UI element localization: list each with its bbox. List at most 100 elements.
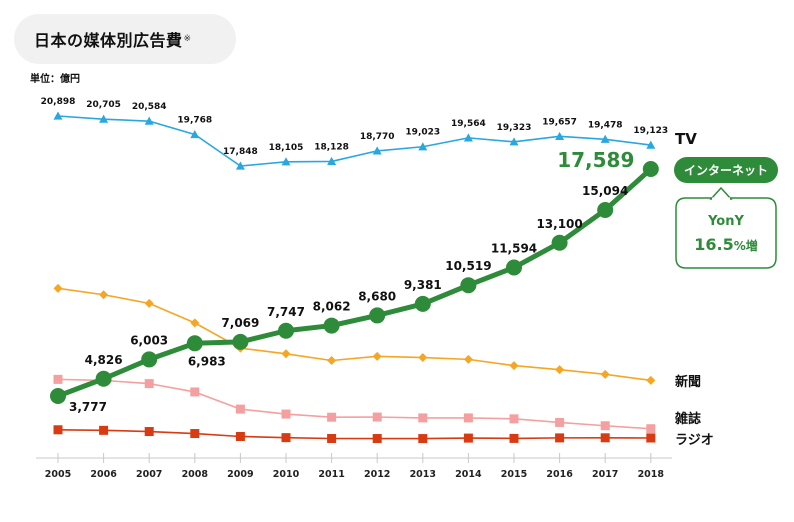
data-point (190, 429, 200, 439)
data-point (190, 130, 200, 139)
internet-data-label: 6,003 (130, 333, 168, 347)
legend-label-tv: TV (675, 130, 697, 148)
x-tick-label: 2006 (90, 469, 117, 480)
data-point (372, 351, 382, 361)
data-point (281, 349, 291, 359)
data-point (555, 417, 565, 427)
data-point (186, 335, 203, 352)
x-tick-label: 2014 (455, 469, 482, 480)
internet-data-label: 3,777 (69, 400, 107, 414)
tv-data-label: 19,768 (177, 116, 212, 126)
data-point (232, 333, 249, 350)
data-point (99, 425, 109, 435)
series-line-tv (57, 115, 651, 167)
data-point (235, 404, 245, 414)
tv-data-label: 20,898 (41, 97, 76, 107)
data-point (144, 298, 154, 308)
data-point (323, 317, 340, 334)
yoy-bubble-mask (712, 197, 730, 201)
x-tick-label: 2010 (273, 469, 300, 480)
series-line-magazine (57, 378, 651, 430)
data-point (372, 434, 382, 444)
series-layer (50, 111, 659, 444)
series-radio (53, 425, 656, 444)
data-point (190, 387, 200, 397)
data-point (144, 427, 154, 437)
tv-data-label: 18,770 (360, 132, 395, 142)
data-point (327, 355, 337, 365)
title-note: ※ (183, 34, 192, 44)
data-point (418, 434, 428, 444)
data-point (327, 434, 337, 444)
data-point (646, 375, 656, 385)
data-point (509, 433, 519, 443)
internet-pill-text: インターネット (684, 164, 768, 178)
internet-highlight-label: 17,589 (557, 148, 634, 172)
x-tick-label: 2013 (410, 469, 436, 480)
data-point (463, 133, 473, 142)
data-point (646, 424, 656, 434)
data-point (551, 234, 568, 251)
data-point (99, 290, 109, 300)
legend-label-radio: ラジオ (675, 433, 714, 448)
x-axis: 2005 2006 2007 2008 2009 2010 2011 2012 2013 2014… (36, 453, 672, 480)
internet-data-label: 6,983 (188, 354, 226, 368)
data-point (646, 140, 656, 149)
label-layer: ラジオ 雑誌 新聞 TV 20,898 20,705 20,584 19,768 17,848 1… (41, 97, 714, 448)
data-point (50, 388, 66, 404)
internet-data-label: 7,069 (221, 316, 259, 330)
x-tick-label: 2017 (592, 469, 618, 480)
data-point (509, 137, 519, 146)
x-tick-label: 2005 (45, 469, 71, 480)
data-point (600, 421, 610, 431)
internet-data-label: 8,680 (358, 289, 396, 303)
data-point (327, 156, 337, 166)
x-tick-label: 2018 (638, 469, 665, 480)
x-tick-label: 2009 (227, 469, 253, 480)
tv-data-label: 19,564 (451, 119, 486, 129)
data-point (414, 295, 431, 312)
data-point (141, 351, 158, 368)
callout-layer: インターネット YonY 16.5%増 (674, 157, 778, 269)
data-point (281, 409, 291, 419)
data-point (53, 425, 63, 435)
data-point (95, 370, 112, 387)
internet-data-label: 15,094 (582, 184, 628, 198)
internet-pill-bg (674, 157, 778, 183)
data-point (555, 131, 565, 140)
data-point (418, 142, 428, 151)
data-point (144, 379, 154, 389)
internet-data-label: 7,747 (267, 305, 305, 319)
data-point (509, 361, 519, 371)
title-pill: 日本の媒体別広告費 ※ (14, 14, 236, 64)
data-point (144, 116, 154, 125)
unit-label: 単位：億円 (30, 74, 80, 85)
data-point (642, 161, 659, 177)
internet-data-label: 8,062 (313, 300, 351, 314)
series-magazine (53, 374, 656, 434)
data-point (372, 412, 382, 422)
data-point (555, 433, 565, 443)
yoy-label: YonY (707, 214, 744, 229)
internet-data-label: 9,381 (404, 278, 442, 292)
tv-data-label: 19,023 (405, 128, 440, 138)
data-point (278, 322, 294, 339)
series-internet (50, 161, 659, 404)
internet-label-pill: インターネット (674, 157, 778, 183)
data-point (600, 134, 610, 143)
data-point (53, 374, 63, 384)
legend-label-magazine: 雑誌 (674, 411, 701, 427)
yoy-bubble (675, 197, 777, 269)
tv-data-label: 17,848 (223, 147, 258, 157)
tv-data-label: 18,105 (269, 143, 304, 153)
tv-data-label: 19,657 (542, 117, 577, 127)
x-tick-label: 2016 (546, 469, 573, 480)
data-point (372, 146, 382, 155)
tv-data-label: 19,478 (588, 120, 623, 130)
data-point (235, 161, 245, 170)
tv-data-label: 20,705 (86, 100, 121, 110)
data-point (463, 433, 473, 443)
tv-data-label: 20,584 (132, 102, 167, 112)
data-point (506, 259, 522, 276)
series-line-newspaper (57, 287, 651, 382)
